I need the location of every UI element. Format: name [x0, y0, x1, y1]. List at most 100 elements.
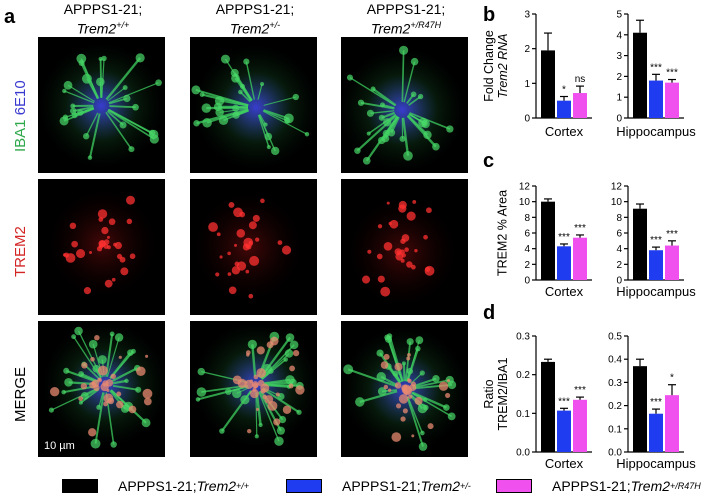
y-tick-label: 2 [616, 72, 622, 83]
significance-label: *** [666, 68, 678, 79]
bar-het [649, 413, 663, 452]
group-label: Cortex [545, 284, 584, 299]
y-tick-label: 0 [616, 114, 622, 125]
y-tick-label: 10 [611, 197, 623, 208]
legend-text: APPPS1-21; [552, 478, 631, 494]
legend-genotype: +/R47H [670, 481, 701, 491]
column-header-genotype: +/R47H [410, 20, 442, 30]
bar-het [649, 80, 663, 118]
micrograph-trem2-wt [38, 179, 165, 315]
significance-label: *** [650, 235, 662, 246]
legend-gene: Trem2 [196, 478, 237, 494]
y-tick-label: 3 [524, 10, 530, 21]
bar-het [557, 410, 571, 452]
scale-bar-label: 10 µm [44, 440, 75, 452]
micrograph-iba1-6e10-wt [38, 37, 165, 173]
y-tick-label: 2 [616, 260, 622, 271]
bar-wt [633, 208, 647, 280]
group-label: Cortex [545, 124, 584, 139]
legend-text: APPPS1-21; [342, 478, 421, 494]
row-label-iba1: IBA1 [12, 119, 29, 152]
bar-r47h [573, 93, 587, 118]
group-label: Cortex [545, 456, 584, 471]
y-tick-label: 0 [524, 276, 530, 287]
row-label-iba1-6e10: IBA1 6E10 [12, 80, 29, 152]
y-tick-label: 8 [524, 213, 530, 224]
significance-label: *** [650, 62, 662, 73]
panel-label-b: b [483, 4, 496, 26]
legend-gene: Trem2 [420, 478, 461, 494]
legend-item-r47h: APPPS1-21; Trem2 +/R47H [496, 478, 701, 494]
legend-swatch-r47h [496, 479, 532, 493]
bar-r47h [665, 82, 679, 118]
y-tick-label: 6 [616, 229, 622, 240]
micrograph-iba1-6e10-het [190, 37, 317, 173]
y-tick-label: 0 [524, 114, 530, 125]
micrograph-merge-wt [38, 321, 165, 457]
panel-label-a: a [4, 6, 16, 28]
y-tick-label: 0.0 [516, 448, 530, 459]
y-tick-label: 0.1 [516, 409, 530, 420]
y-tick-label: 5 [616, 10, 622, 21]
y-tick-label: 4 [616, 30, 622, 41]
column-header-genotype: +/+ [116, 20, 130, 30]
y-tick-label: 12 [519, 182, 531, 193]
y-tick-label: 10 [519, 197, 531, 208]
significance-label: *** [574, 385, 586, 396]
bar-wt [541, 50, 555, 118]
bar-het [557, 246, 571, 280]
significance-label: * [562, 85, 566, 96]
legend-text: APPPS1-21; [118, 478, 197, 494]
column-header-line1: APPPS1-21; [63, 1, 143, 17]
bar-het [649, 250, 663, 280]
panel-label-c: c [483, 150, 495, 172]
column-header-genotype: +/- [269, 20, 281, 30]
chart-d-trem2-iba1-ratio: RatioTREM2/IBA1 0.0 0.1 0.2 0.3 *** *** Cortex 0… [482, 300, 709, 472]
y-tick-label: 0.4 [608, 355, 622, 366]
micrograph-trem2-het [190, 179, 317, 315]
y-tick-label: 6 [524, 229, 530, 240]
bar-wt [541, 361, 555, 452]
group-label: Hippocampus [616, 284, 696, 299]
significance-label: * [670, 373, 674, 384]
y-tick-label: 2 [524, 44, 530, 55]
y-tick-label: 0.3 [516, 332, 530, 343]
chart-b-trem2-rna: Fold ChangeTrem2 RNA 0 1 2 3 * ns Cortex 0 1 2 3 4 5 *… [482, 0, 709, 150]
micrograph-iba1-6e10-r47h [341, 37, 468, 173]
group-label: Hippocampus [616, 124, 696, 139]
column-header-wt: APPPS1-21; Trem2+/+ [38, 1, 168, 37]
y-axis-label: Fold ChangeTrem2 RNA [482, 30, 510, 102]
y-tick-label: 4 [616, 244, 622, 255]
column-header-line1: APPPS1-21; [366, 1, 446, 17]
y-tick-label: 0.2 [608, 401, 622, 412]
column-header-line1: APPPS1-21; [215, 1, 295, 17]
bar-r47h [573, 237, 587, 280]
legend-gene: Trem2 [630, 478, 671, 494]
y-axis-label: RatioTREM2/IBA1 [482, 357, 510, 430]
legend-genotype: +/- [460, 481, 471, 491]
y-tick-label: 2 [524, 260, 530, 271]
row-label-6e10: 6E10 [12, 80, 29, 116]
y-tick-label: 0.2 [516, 370, 530, 381]
significance-label: *** [558, 232, 570, 243]
legend-item-het: APPPS1-21; Trem2 +/- [286, 478, 471, 494]
row-label-trem2: TREM2 [12, 226, 29, 277]
scale-bar [46, 460, 79, 463]
y-tick-label: 0.3 [608, 378, 622, 389]
y-tick-label: 12 [611, 182, 623, 193]
y-tick-label: 0.1 [608, 424, 622, 435]
y-tick-label: 4 [524, 244, 530, 255]
micrograph-trem2-r47h [341, 179, 468, 315]
y-tick-label: 3 [616, 51, 622, 62]
legend-swatch-wt [62, 479, 98, 493]
significance-label: ns [575, 74, 586, 85]
y-tick-label: 1 [524, 79, 530, 90]
y-tick-label: 0 [616, 276, 622, 287]
significance-label: *** [666, 229, 678, 240]
column-header-gene: Trem2 [370, 20, 411, 37]
legend: APPPS1-21; Trem2 +/+ APPPS1-21; Trem2 +/- … [0, 478, 709, 498]
column-header-gene: Trem2 [76, 20, 117, 37]
micrograph-merge-r47h [341, 321, 468, 457]
column-header-r47h: APPPS1-21; Trem2+/R47H [341, 1, 471, 37]
micrograph-merge-het [190, 321, 317, 457]
